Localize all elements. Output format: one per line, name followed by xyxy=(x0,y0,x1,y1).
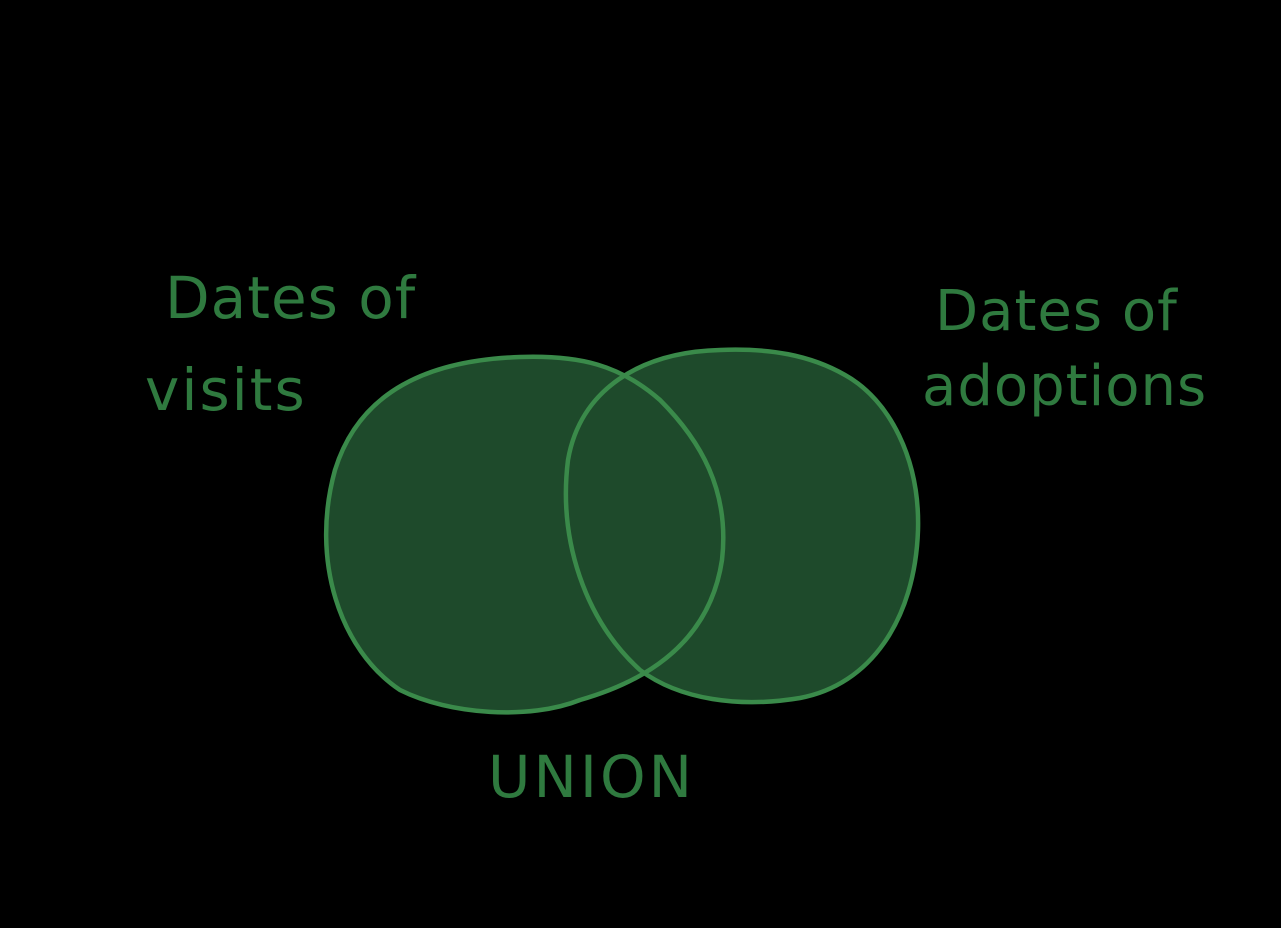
right-set-label-line2: adoptions xyxy=(922,354,1207,419)
right-set-label-line1: Dates of xyxy=(935,279,1178,344)
right-set-circle xyxy=(563,347,921,705)
right-set-fill xyxy=(565,349,919,703)
left-set-circle xyxy=(323,354,726,715)
left-set-label-line2: visits xyxy=(145,356,307,424)
operation-label: UNION xyxy=(488,743,695,811)
left-set-label-line1: Dates of xyxy=(165,264,417,332)
